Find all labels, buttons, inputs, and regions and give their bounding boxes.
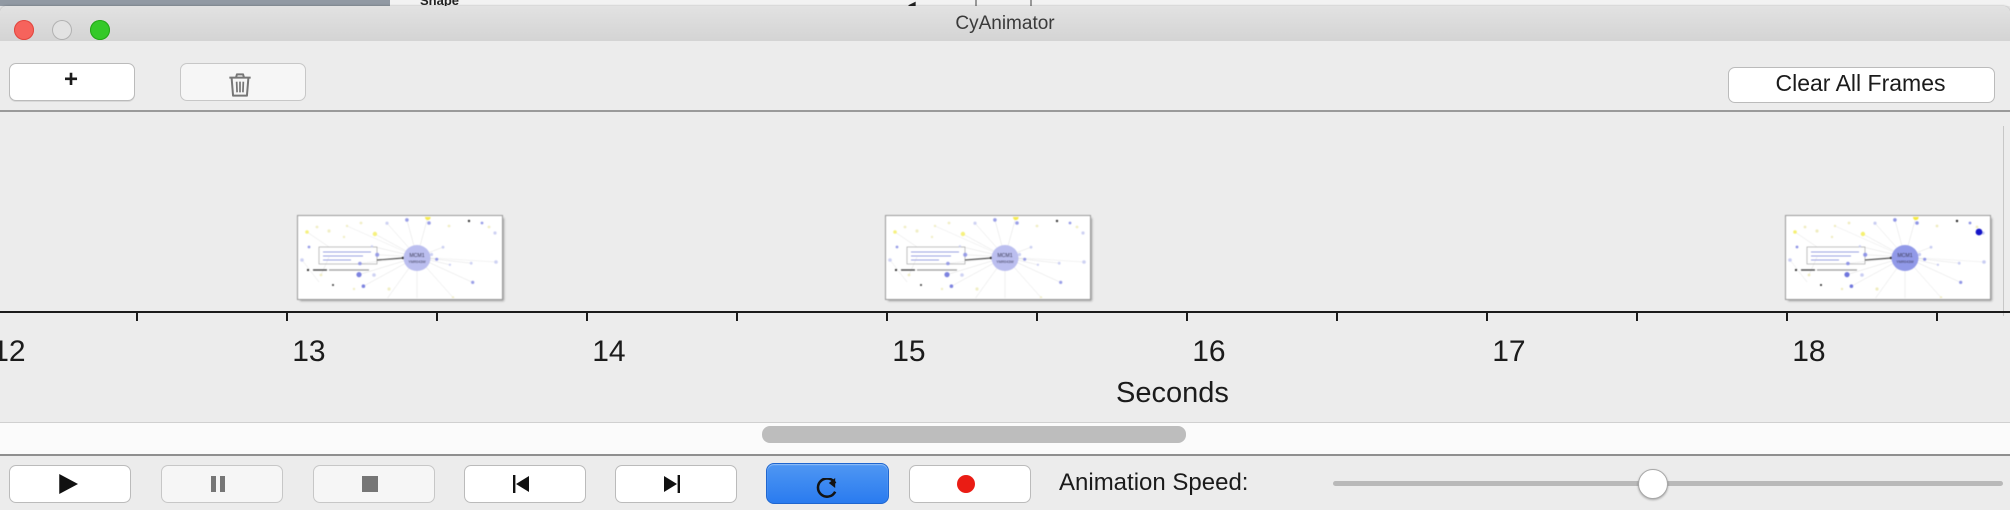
svg-text:MCM1: MCM1 [997,253,1012,259]
svg-text:YMR043W: YMR043W [1896,260,1914,264]
svg-text:YMR043W: YMR043W [408,260,426,264]
svg-text:MCM1: MCM1 [1897,253,1912,259]
svg-text:YMR043W: YMR043W [996,260,1014,264]
svg-text:MCM1: MCM1 [409,253,424,259]
